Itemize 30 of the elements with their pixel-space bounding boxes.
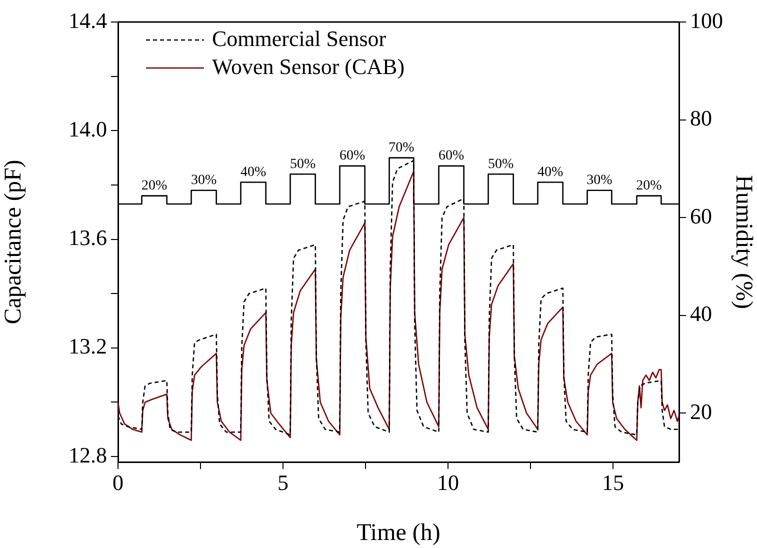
- y-tick-label: 14.4: [68, 8, 107, 33]
- x-tick-label: 0: [112, 470, 124, 495]
- annotation: 40%: [240, 164, 266, 180]
- x-tick-label: 10: [437, 470, 459, 495]
- y-tick-label: 12.8: [68, 442, 107, 468]
- y-tick-label: 13.2: [68, 334, 107, 359]
- y2-tick-label: 100: [690, 8, 723, 33]
- y-tick-label: 14.0: [68, 116, 107, 142]
- annotation: 70%: [388, 140, 415, 156]
- annotation: 60%: [339, 148, 366, 164]
- x-tick-label: 5: [278, 470, 288, 495]
- legend-label: Woven Sensor (CAB): [212, 54, 405, 79]
- y2-tick-label: 20: [690, 398, 712, 424]
- y-axis-title: Capacitance (pF): [0, 160, 27, 324]
- y-tick-label: 13.6: [68, 225, 107, 250]
- y2-axis-title: Humidity (%): [730, 175, 756, 309]
- annotation: 20%: [141, 178, 168, 194]
- x-axis-title: Time (h): [356, 520, 440, 546]
- annotation: 20%: [636, 178, 662, 194]
- x-tick-label: 15: [602, 470, 624, 495]
- annotation: 30%: [190, 173, 217, 188]
- annotation: 60%: [438, 148, 464, 164]
- annotation: 30%: [586, 173, 613, 188]
- y2-tick-label: 60: [690, 203, 712, 228]
- y2-tick-label: 40: [690, 301, 712, 326]
- annotation: 50%: [290, 156, 316, 172]
- legend-label: Commercial Sensor: [212, 26, 387, 51]
- annotation: 50%: [488, 156, 514, 172]
- annotation: 40%: [537, 164, 564, 180]
- y2-tick-label: 80: [690, 106, 712, 131]
